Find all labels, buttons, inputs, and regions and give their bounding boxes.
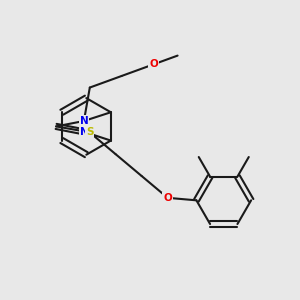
Text: O: O xyxy=(163,193,172,203)
Text: N: N xyxy=(80,127,88,137)
Text: S: S xyxy=(86,127,93,137)
Text: N: N xyxy=(80,116,88,126)
Text: O: O xyxy=(149,59,158,69)
